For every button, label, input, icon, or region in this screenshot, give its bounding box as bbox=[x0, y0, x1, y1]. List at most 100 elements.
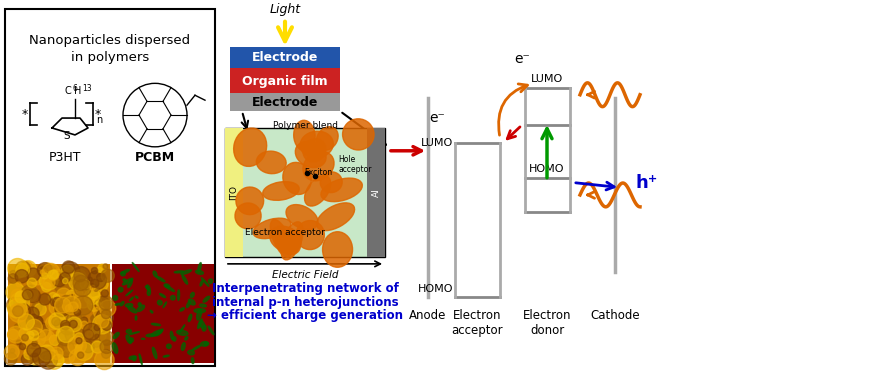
Circle shape bbox=[22, 290, 32, 301]
Circle shape bbox=[83, 323, 100, 340]
Circle shape bbox=[62, 261, 75, 273]
Circle shape bbox=[95, 334, 99, 338]
Circle shape bbox=[60, 322, 73, 335]
Circle shape bbox=[74, 270, 86, 282]
Circle shape bbox=[19, 344, 25, 350]
Text: Interpenetrating network of: Interpenetrating network of bbox=[212, 282, 399, 295]
Circle shape bbox=[26, 307, 39, 320]
Circle shape bbox=[8, 326, 24, 343]
Ellipse shape bbox=[170, 331, 174, 340]
Ellipse shape bbox=[129, 356, 136, 359]
Circle shape bbox=[88, 288, 99, 300]
Circle shape bbox=[84, 340, 88, 344]
Ellipse shape bbox=[150, 310, 153, 313]
Circle shape bbox=[14, 324, 20, 330]
Ellipse shape bbox=[343, 119, 374, 150]
Ellipse shape bbox=[158, 300, 162, 305]
Ellipse shape bbox=[200, 304, 207, 307]
Ellipse shape bbox=[155, 329, 163, 336]
Circle shape bbox=[103, 264, 108, 269]
Circle shape bbox=[61, 262, 80, 281]
Circle shape bbox=[18, 314, 34, 330]
Circle shape bbox=[54, 275, 72, 293]
Ellipse shape bbox=[204, 342, 208, 346]
Ellipse shape bbox=[147, 290, 151, 295]
Ellipse shape bbox=[294, 120, 315, 151]
Circle shape bbox=[85, 289, 100, 305]
Circle shape bbox=[8, 329, 18, 340]
Circle shape bbox=[65, 295, 78, 307]
Text: Anode: Anode bbox=[409, 309, 446, 322]
Circle shape bbox=[12, 306, 24, 316]
Circle shape bbox=[58, 298, 73, 314]
Circle shape bbox=[39, 271, 58, 290]
Text: e⁻: e⁻ bbox=[514, 52, 530, 66]
Circle shape bbox=[51, 347, 63, 359]
Circle shape bbox=[38, 328, 51, 341]
Circle shape bbox=[64, 335, 83, 354]
Text: Organic film: Organic film bbox=[242, 75, 328, 88]
Ellipse shape bbox=[300, 131, 333, 158]
Circle shape bbox=[26, 319, 43, 335]
Circle shape bbox=[102, 349, 111, 358]
Ellipse shape bbox=[160, 293, 166, 298]
Circle shape bbox=[74, 333, 84, 342]
Circle shape bbox=[14, 303, 31, 319]
Circle shape bbox=[101, 309, 111, 319]
Ellipse shape bbox=[164, 284, 170, 288]
Text: Exciton: Exciton bbox=[304, 168, 332, 177]
Circle shape bbox=[10, 293, 30, 312]
Text: ITO: ITO bbox=[229, 185, 239, 200]
Circle shape bbox=[37, 343, 41, 348]
Text: Nanoparticles dispersed: Nanoparticles dispersed bbox=[30, 34, 191, 47]
Circle shape bbox=[49, 300, 65, 315]
Bar bbox=[225, 128, 385, 257]
Bar bbox=[8, 264, 110, 363]
Text: 13: 13 bbox=[82, 84, 92, 93]
Circle shape bbox=[51, 318, 60, 326]
Ellipse shape bbox=[174, 271, 184, 273]
Circle shape bbox=[80, 317, 88, 324]
Circle shape bbox=[49, 313, 65, 329]
Text: Electric Field: Electric Field bbox=[272, 270, 338, 280]
Ellipse shape bbox=[177, 330, 188, 335]
Ellipse shape bbox=[320, 172, 342, 193]
Circle shape bbox=[22, 336, 31, 345]
Circle shape bbox=[102, 321, 112, 330]
Circle shape bbox=[95, 350, 114, 370]
Circle shape bbox=[38, 345, 55, 361]
Circle shape bbox=[94, 325, 100, 331]
Circle shape bbox=[101, 290, 108, 297]
Circle shape bbox=[92, 341, 104, 353]
Ellipse shape bbox=[113, 296, 118, 300]
Circle shape bbox=[86, 329, 92, 335]
Circle shape bbox=[74, 309, 80, 316]
Circle shape bbox=[32, 303, 42, 313]
Ellipse shape bbox=[126, 290, 133, 296]
Circle shape bbox=[94, 277, 108, 291]
Circle shape bbox=[55, 352, 64, 360]
Ellipse shape bbox=[181, 270, 192, 275]
Circle shape bbox=[42, 270, 46, 274]
Ellipse shape bbox=[127, 279, 133, 288]
Circle shape bbox=[65, 305, 72, 312]
Circle shape bbox=[41, 349, 46, 355]
Ellipse shape bbox=[286, 204, 318, 230]
Circle shape bbox=[10, 349, 15, 353]
Circle shape bbox=[26, 268, 40, 281]
Text: h⁺: h⁺ bbox=[635, 174, 657, 191]
Circle shape bbox=[31, 353, 39, 362]
Ellipse shape bbox=[253, 218, 291, 239]
Text: Al: Al bbox=[371, 188, 380, 197]
Circle shape bbox=[65, 316, 72, 321]
Ellipse shape bbox=[120, 302, 124, 306]
Circle shape bbox=[92, 328, 106, 342]
Ellipse shape bbox=[138, 303, 141, 306]
Circle shape bbox=[68, 302, 78, 312]
Ellipse shape bbox=[171, 295, 175, 300]
Text: e⁻: e⁻ bbox=[429, 111, 445, 125]
Ellipse shape bbox=[304, 175, 330, 206]
Circle shape bbox=[66, 312, 82, 327]
Circle shape bbox=[92, 311, 111, 330]
Circle shape bbox=[18, 328, 29, 338]
